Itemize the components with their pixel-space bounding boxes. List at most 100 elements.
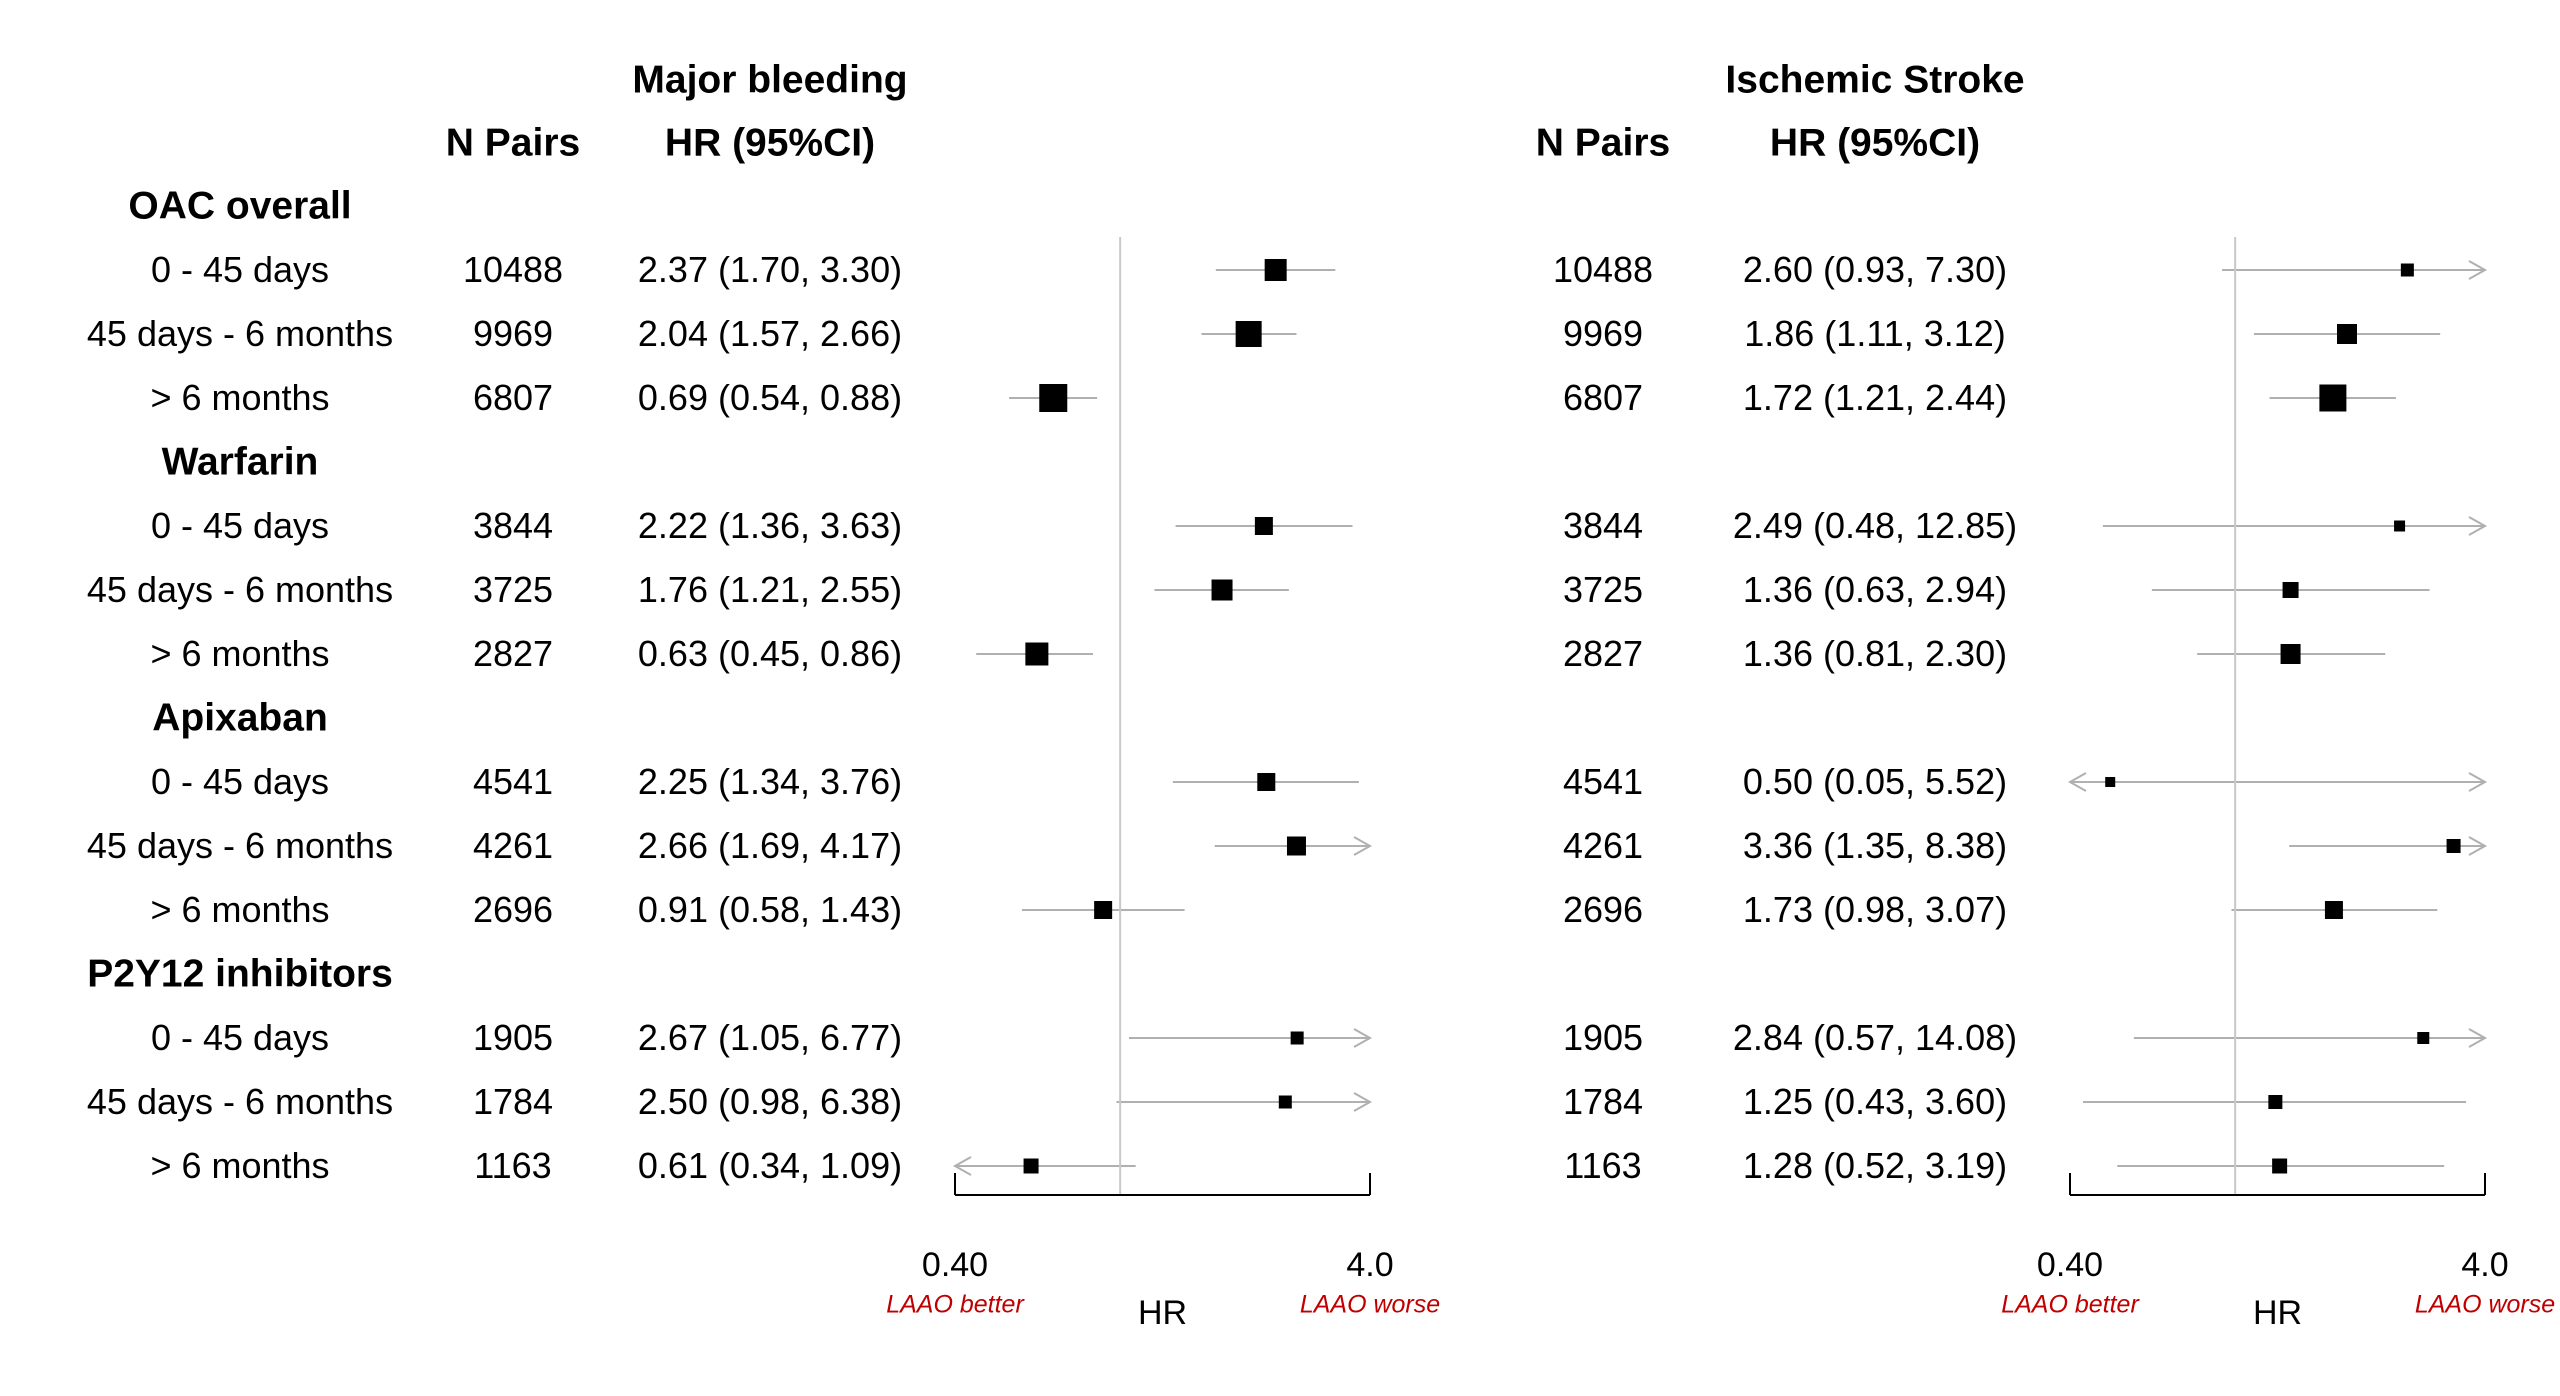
hr-ci-value: 2.50 (0.98, 6.38) [637, 1081, 903, 1122]
ci-arrow-right [2468, 516, 2488, 536]
x-tick-label: 4.0 [2461, 1246, 2509, 1284]
hr-ci-value: 1.25 (0.43, 3.60) [1742, 1081, 2008, 1122]
hr-point-marker [2394, 520, 2406, 532]
hr-point-marker [2272, 1158, 2288, 1174]
hr-point-marker [1278, 1095, 1292, 1109]
hr-point-marker [2319, 384, 2347, 412]
n-pairs-value: 4541 [472, 761, 554, 802]
group-title: Apixaban [152, 696, 328, 740]
hr-ci-value: 2.04 (1.57, 2.66) [637, 313, 903, 354]
hr-ci-value: 2.25 (1.34, 3.76) [637, 761, 903, 802]
row-label: 0 - 45 days [150, 1017, 330, 1058]
n-pairs-value: 1163 [474, 1145, 552, 1186]
hr-ci-value: 1.86 (1.11, 3.12) [1744, 313, 2006, 354]
ci-arrow-right [2468, 836, 2488, 856]
n-pairs-value: 4261 [1562, 825, 1644, 866]
n-pairs-value: 9969 [472, 313, 554, 354]
hr-ci-value: 2.67 (1.05, 6.77) [637, 1017, 903, 1058]
ci-arrow-right [1353, 1028, 1373, 1048]
left-direction-note: LAAO better [886, 1290, 1024, 1319]
hr-point-marker [1023, 1158, 1039, 1174]
x-axis-label: HR [2252, 1294, 2303, 1332]
right-direction-note: LAAO worse [1299, 1290, 1441, 1319]
hr-point-marker [2268, 1095, 2283, 1109]
hr-ci-value: 1.36 (0.81, 2.30) [1742, 633, 2008, 674]
n-pairs-value: 3725 [1562, 569, 1644, 610]
hr-point-marker [1094, 901, 1113, 919]
hr-point-marker [2282, 582, 2299, 598]
x-tick-label: 0.40 [2036, 1246, 2104, 1284]
hr-point-marker [1235, 321, 1262, 347]
hr-ci-value: 2.49 (0.48, 12.85) [1732, 505, 2018, 546]
n-pairs-value: 3725 [472, 569, 554, 610]
hr-point-marker [2336, 324, 2357, 344]
column-header-hr: HR (95%CI) [664, 121, 876, 165]
row-label: 0 - 45 days [150, 761, 330, 802]
hr-ci-value: 2.60 (0.93, 7.30) [1742, 249, 2008, 290]
row-label: > 6 months [150, 889, 330, 930]
n-pairs-value: 9969 [1562, 313, 1644, 354]
hr-ci-value: 1.76 (1.21, 2.55) [637, 569, 903, 610]
hr-point-marker [2280, 644, 2301, 664]
column-header-n-pairs: N Pairs [1535, 121, 1671, 165]
hr-ci-value: 3.36 (1.35, 8.38) [1742, 825, 2008, 866]
hr-point-marker [2105, 777, 2116, 787]
panel-title: Major bleeding [632, 58, 908, 102]
ci-arrow-right [2468, 260, 2488, 280]
n-pairs-value: 4261 [472, 825, 554, 866]
hr-point-marker [1257, 773, 1276, 791]
group-title: P2Y12 inhibitors [87, 952, 393, 996]
right-direction-note: LAAO worse [2414, 1290, 2556, 1319]
column-header-hr: HR (95%CI) [1769, 121, 1981, 165]
n-pairs-value: 1163 [1564, 1145, 1642, 1186]
left-direction-note: LAAO better [2001, 1290, 2139, 1319]
hr-point-marker [1211, 579, 1233, 601]
n-pairs-value: 2696 [1562, 889, 1644, 930]
x-tick-label: 4.0 [1346, 1246, 1394, 1284]
hr-ci-value: 1.73 (0.98, 3.07) [1742, 889, 2008, 930]
row-label: 0 - 45 days [150, 249, 330, 290]
hr-ci-value: 0.63 (0.45, 0.86) [637, 633, 903, 674]
n-pairs-value: 3844 [472, 505, 554, 546]
n-pairs-value: 3844 [1562, 505, 1644, 546]
hr-ci-value: 2.22 (1.36, 3.63) [637, 505, 903, 546]
hr-point-marker [1290, 1031, 1304, 1045]
n-pairs-value: 2827 [1562, 633, 1644, 674]
x-tick-label: 0.40 [921, 1246, 989, 1284]
n-pairs-value: 10488 [1552, 249, 1654, 290]
group-title: OAC overall [128, 184, 352, 228]
hr-ci-value: 0.91 (0.58, 1.43) [637, 889, 903, 930]
hr-ci-value: 1.36 (0.63, 2.94) [1742, 569, 2008, 610]
row-label: 45 days - 6 months [86, 313, 394, 354]
hr-point-marker [2446, 839, 2461, 853]
hr-point-marker [1286, 836, 1306, 856]
n-pairs-value: 1905 [1562, 1017, 1644, 1058]
ci-arrow-right [2468, 772, 2488, 792]
n-pairs-value: 2696 [472, 889, 554, 930]
n-pairs-value: 6807 [472, 377, 554, 418]
hr-ci-value: 0.50 (0.05, 5.52) [1742, 761, 2008, 802]
row-label: > 6 months [150, 1145, 330, 1186]
x-axis-label: HR [1137, 1294, 1188, 1332]
n-pairs-value: 6807 [1562, 377, 1644, 418]
hr-point-marker [1254, 517, 1273, 535]
n-pairs-value: 1905 [472, 1017, 554, 1058]
ci-arrow-right [2468, 1028, 2488, 1048]
hr-point-marker [1025, 642, 1049, 666]
n-pairs-value: 1784 [472, 1081, 554, 1122]
hr-ci-value: 1.28 (0.52, 3.19) [1742, 1145, 2008, 1186]
hr-ci-value: 2.37 (1.70, 3.30) [637, 249, 903, 290]
row-label: 45 days - 6 months [86, 569, 394, 610]
group-title: Warfarin [161, 440, 319, 484]
hr-point-marker [2417, 1032, 2430, 1044]
ci-arrow-left [2067, 772, 2087, 792]
hr-ci-value: 0.61 (0.34, 1.09) [637, 1145, 903, 1186]
hr-ci-value: 0.69 (0.54, 0.88) [637, 377, 903, 418]
n-pairs-value: 4541 [1562, 761, 1644, 802]
hr-point-marker [2400, 263, 2414, 277]
ci-arrow-left [952, 1156, 972, 1176]
row-label: > 6 months [150, 377, 330, 418]
ci-arrow-right [1353, 1092, 1373, 1112]
